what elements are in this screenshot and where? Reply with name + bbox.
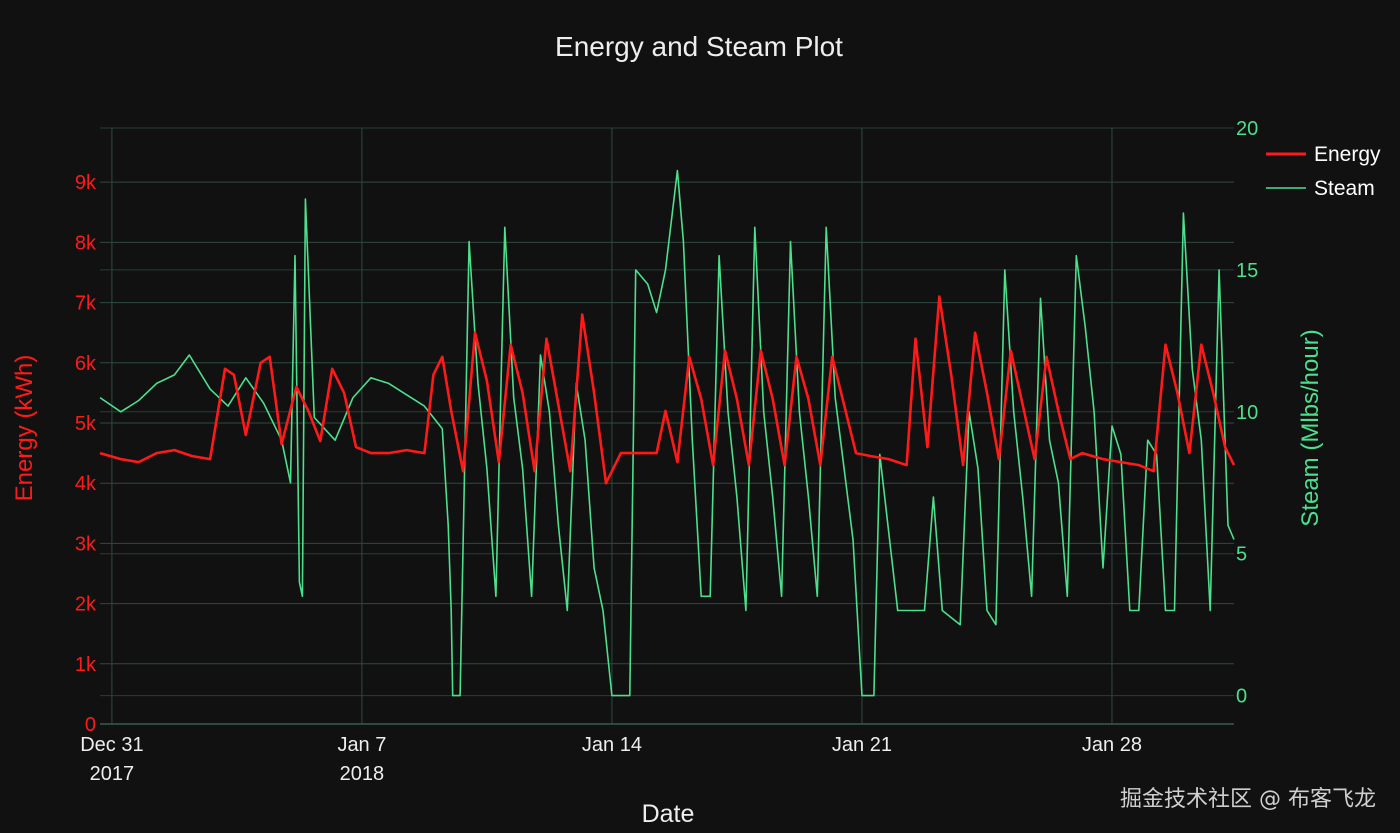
legend-label-energy: Energy xyxy=(1314,143,1381,166)
steam-line-path xyxy=(99,169,1235,697)
y-right-tick-label: 0 xyxy=(1236,686,1247,708)
energy-series xyxy=(99,295,1236,485)
y-right-tick-label: 10 xyxy=(1236,402,1258,424)
x-tick-label: Jan 14 xyxy=(582,734,642,756)
legend-item-energy[interactable]: Energy xyxy=(1266,143,1381,166)
x-tick-label: Dec 31 xyxy=(80,734,143,756)
axes: 0 1k 2k 3k 4k 5k 6k 7k 8k 9k 0 5 10 15 20 Dec 31 2017 Jan… xyxy=(75,118,1258,785)
y-left-tick-label: 0 xyxy=(85,714,96,736)
y-left-tick-label: 8k xyxy=(75,232,97,254)
y-left-tick-label: 2k xyxy=(75,594,97,616)
y-left-tick-label: 5k xyxy=(75,413,97,435)
y-right-tick-label: 5 xyxy=(1236,544,1247,566)
x-tick-label: Jan 21 xyxy=(832,734,892,756)
x-axis-title: Date xyxy=(642,800,695,828)
legend-item-steam[interactable]: Steam xyxy=(1266,177,1375,200)
legend-label-steam: Steam xyxy=(1314,177,1375,200)
y-left-tick-label: 9k xyxy=(75,172,97,194)
watermark-text: 掘金技术社区 @ 布客飞龙 xyxy=(1120,787,1376,812)
steam-series xyxy=(99,169,1235,697)
y-left-tick-label: 1k xyxy=(75,654,97,676)
y-right-axis-title: Steam (Mlbs/hour) xyxy=(1297,329,1324,526)
y-left-axis-title: Energy (kWh) xyxy=(11,355,38,502)
x-tick-label: Jan 7 xyxy=(337,734,386,756)
energy-line-path xyxy=(99,295,1236,485)
chart-title: Energy and Steam Plot xyxy=(555,31,843,62)
y-right-tick-label: 15 xyxy=(1236,260,1258,282)
x-tick-sublabel: 2017 xyxy=(90,763,135,785)
x-tick-label: Jan 28 xyxy=(1082,734,1142,756)
y-left-tick-label: 4k xyxy=(75,473,97,495)
x-tick-sublabel: 2018 xyxy=(340,763,385,785)
y-right-tick-label: 20 xyxy=(1236,118,1258,140)
y-left-tick-label: 6k xyxy=(75,353,97,375)
legend[interactable]: Energy Steam xyxy=(1266,143,1381,200)
y-left-tick-label: 7k xyxy=(75,293,97,315)
y-left-tick-label: 3k xyxy=(75,533,97,555)
